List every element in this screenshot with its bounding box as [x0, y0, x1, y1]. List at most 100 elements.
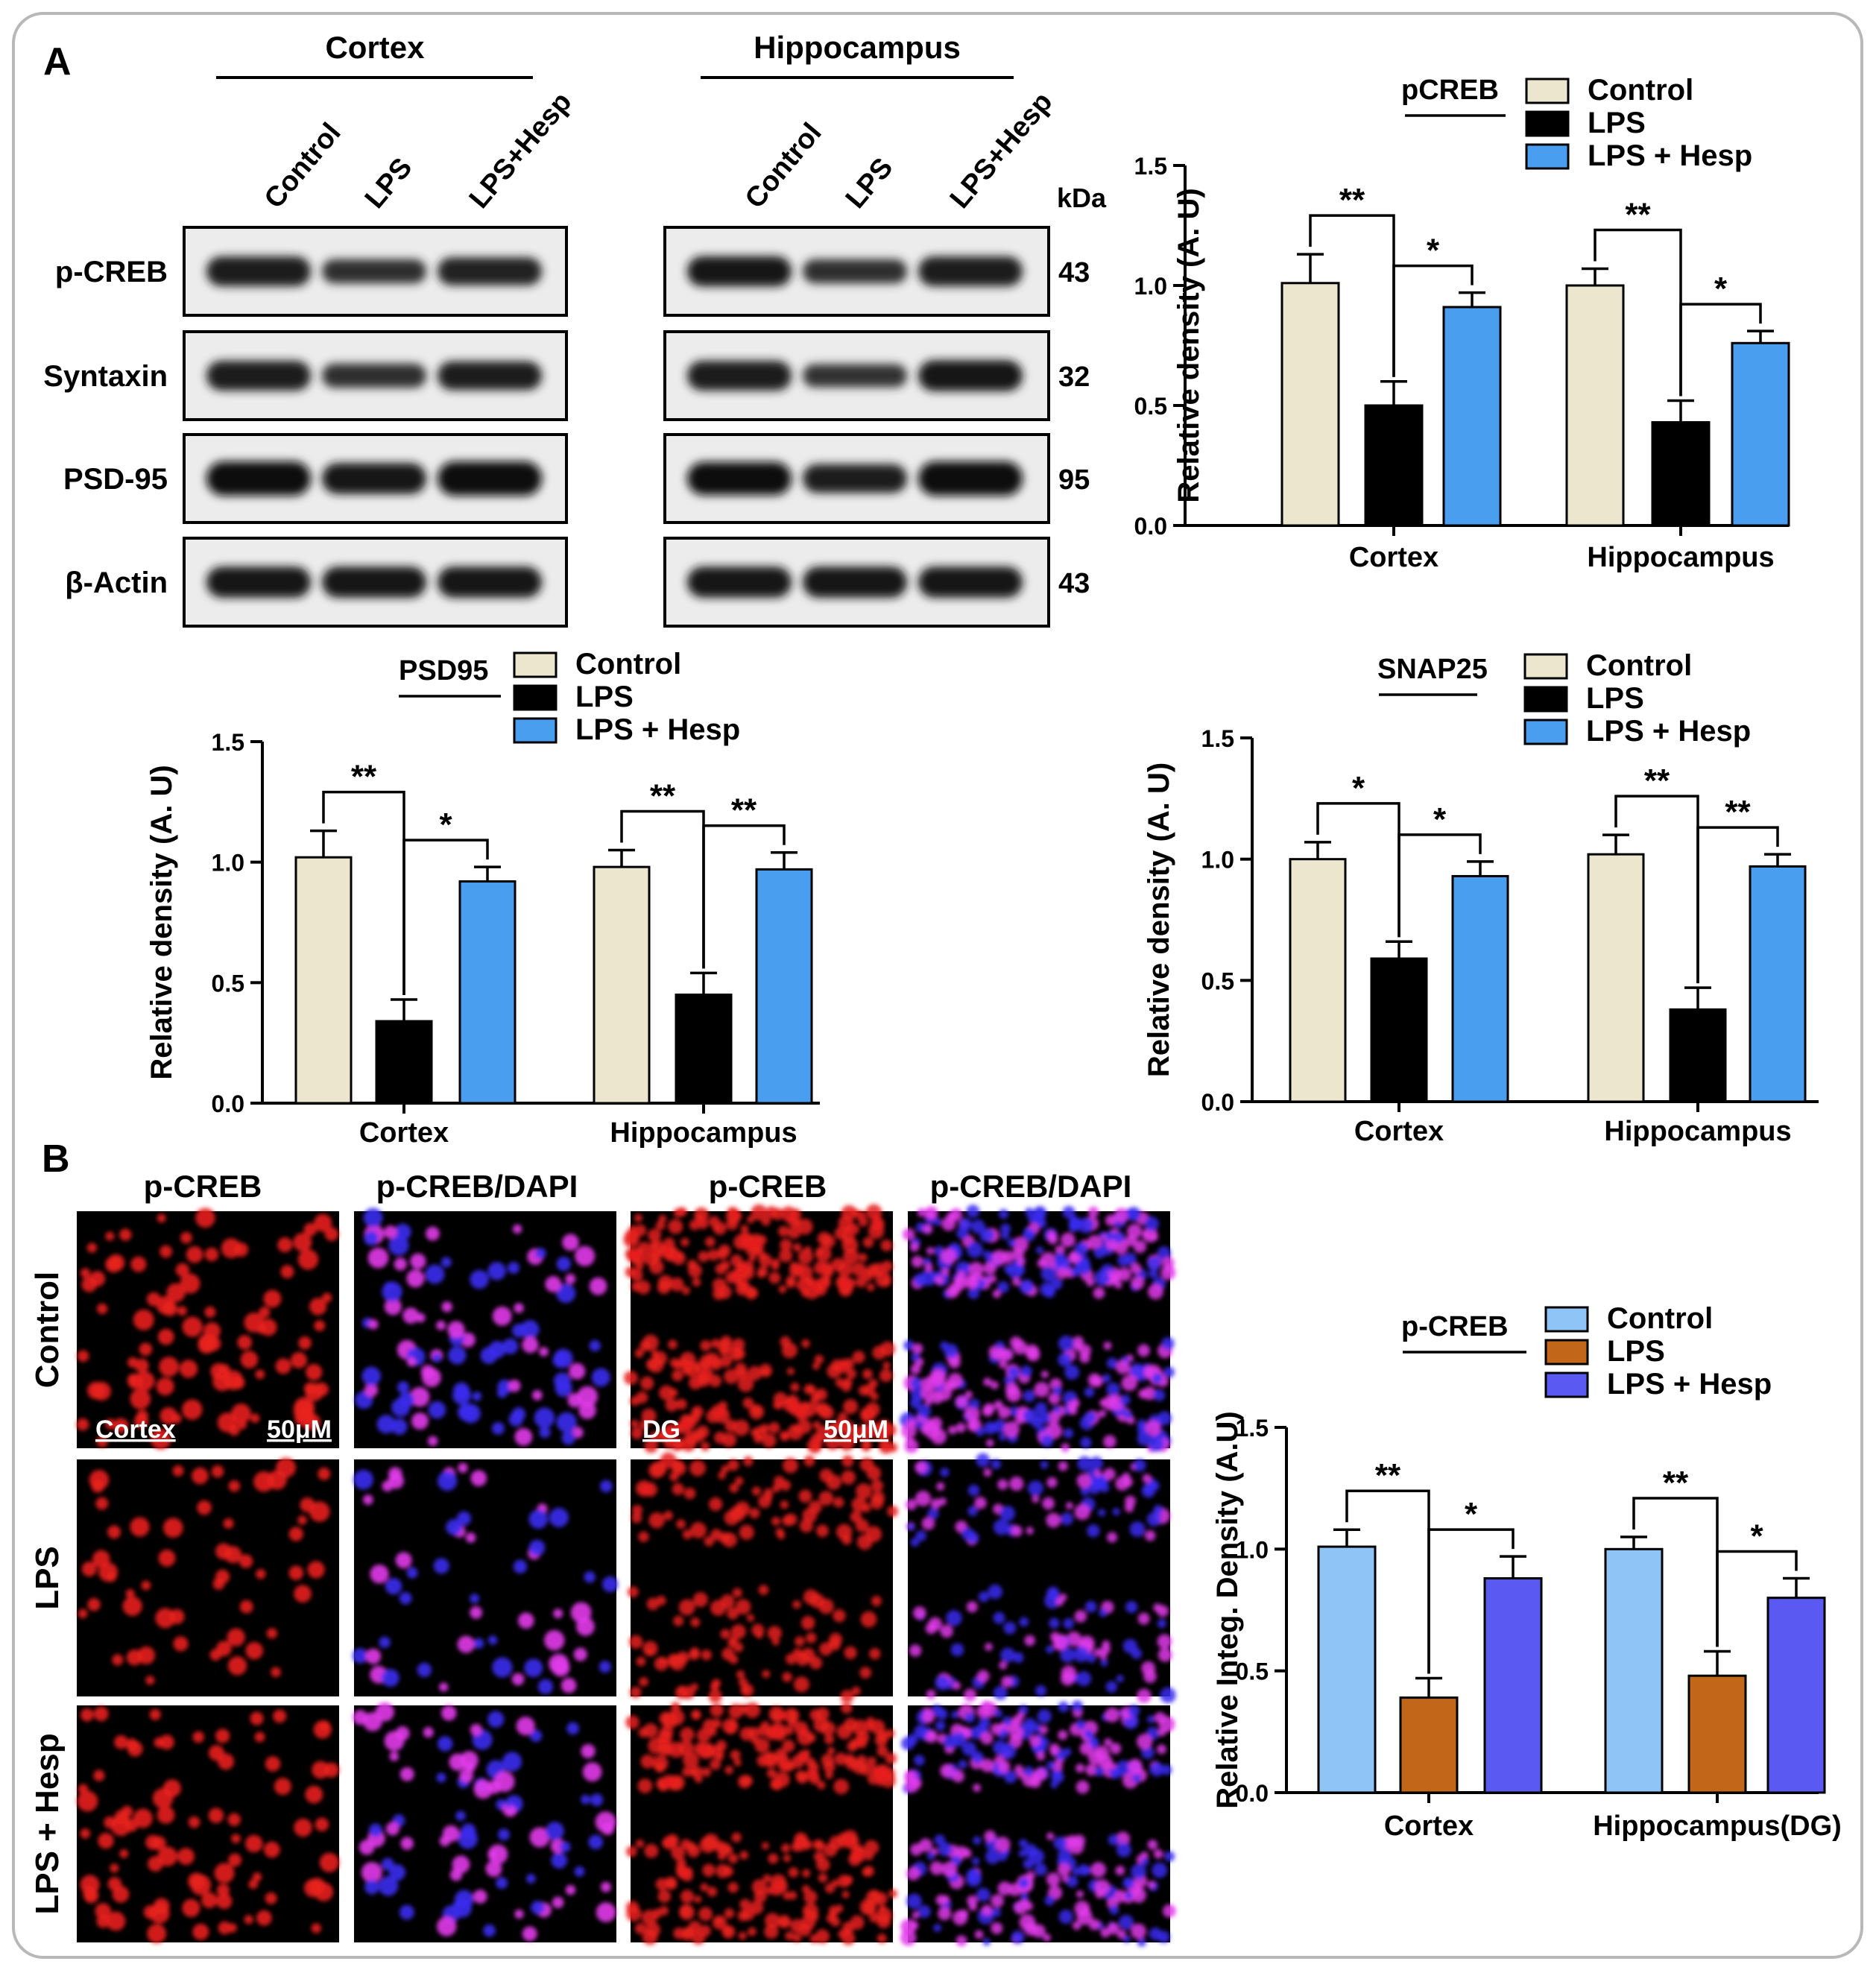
nucleus: [1060, 1512, 1073, 1526]
nucleus: [976, 1887, 991, 1902]
blot-band: [687, 256, 792, 287]
nucleus: [589, 1339, 601, 1352]
nucleus: [1050, 1278, 1063, 1290]
nucleus: [1020, 1892, 1029, 1901]
nucleus: [756, 1234, 767, 1246]
nucleus: [298, 1336, 312, 1350]
kda-value: 95: [1058, 464, 1090, 496]
y-tick-label: 0.0: [1236, 1780, 1269, 1807]
nucleus: [655, 1878, 669, 1891]
nucleus: [1071, 1398, 1080, 1408]
nucleus: [1046, 1645, 1055, 1654]
nucleus: [980, 1758, 994, 1772]
nucleus: [815, 1929, 830, 1944]
nucleus: [561, 1431, 575, 1445]
nucleus: [1157, 1619, 1166, 1629]
nucleus: [739, 1851, 749, 1860]
nucleus: [638, 1727, 648, 1738]
nucleus: [487, 1711, 505, 1728]
nucleus: [933, 1217, 942, 1226]
nucleus: [989, 1423, 998, 1432]
nucleus: [1035, 1863, 1047, 1876]
nucleus: [1026, 1871, 1035, 1881]
nucleus: [792, 1933, 802, 1942]
nucleus: [798, 1923, 812, 1936]
nucleus: [862, 1867, 871, 1877]
nucleus: [192, 1467, 209, 1485]
nucleus: [841, 1534, 852, 1545]
nucleus: [840, 1420, 856, 1436]
nucleus: [248, 1879, 259, 1890]
nucleus: [410, 1253, 426, 1269]
nucleus: [968, 1902, 977, 1911]
nucleus: [1040, 1460, 1049, 1469]
nucleus: [112, 1654, 124, 1666]
nucleus: [406, 1357, 417, 1367]
nucleus: [1026, 1527, 1034, 1535]
nucleus: [522, 1926, 537, 1942]
nucleus: [1029, 1776, 1041, 1788]
nucleus: [1076, 1259, 1092, 1275]
nucleus: [738, 1931, 747, 1940]
nucleus: [985, 1643, 993, 1651]
bar: [1483, 1577, 1543, 1794]
nucleus: [739, 1281, 751, 1292]
nucleus: [1115, 1831, 1131, 1846]
column-header: p-CREB: [709, 1169, 827, 1204]
nucleus: [321, 1292, 332, 1303]
nucleus: [388, 1467, 402, 1481]
nucleus: [999, 1506, 1015, 1521]
significance-label: **: [1375, 1457, 1401, 1494]
nucleus: [803, 1890, 818, 1904]
nucleus: [376, 1415, 396, 1434]
nucleus: [130, 1517, 150, 1537]
nucleus: [870, 1217, 885, 1232]
nucleus: [856, 1755, 867, 1766]
nucleus: [1158, 1716, 1175, 1733]
nucleus: [680, 1237, 689, 1247]
nucleus: [364, 1383, 379, 1398]
nucleus: [751, 1486, 762, 1496]
nucleus: [1043, 1933, 1051, 1942]
nucleus: [512, 1224, 522, 1234]
nucleus: [1042, 1497, 1055, 1510]
nucleus: [110, 1815, 132, 1837]
nucleus: [470, 1723, 482, 1736]
nucleus: [909, 1242, 920, 1252]
nucleus: [1137, 1937, 1146, 1947]
nucleus: [961, 1527, 974, 1541]
nucleus: [700, 1339, 712, 1351]
nucleus: [771, 1516, 781, 1527]
nucleus: [1131, 1773, 1142, 1783]
nucleus: [757, 1269, 766, 1278]
nucleus: [534, 1407, 555, 1428]
cell-cluster: [906, 1453, 1176, 1703]
nucleus: [1098, 1509, 1106, 1517]
nucleus: [954, 1276, 968, 1290]
nucleus: [1113, 1231, 1125, 1243]
nucleus: [781, 1342, 798, 1359]
nucleus: [314, 1320, 326, 1332]
nucleus: [1125, 1600, 1138, 1614]
nucleus: [786, 1761, 795, 1771]
nucleus: [397, 1381, 410, 1394]
nucleus: [237, 1335, 253, 1350]
bar: [675, 994, 733, 1105]
nucleus: [433, 1558, 449, 1574]
nucleus: [127, 1373, 140, 1386]
nucleus: [439, 1682, 449, 1692]
legend-label: Control: [1586, 649, 1692, 682]
nucleus: [870, 1392, 879, 1401]
bar: [755, 868, 813, 1105]
nucleus: [473, 1779, 493, 1799]
significance-bracket: [702, 824, 786, 969]
nucleus: [1005, 1382, 1019, 1396]
blot-band: [438, 257, 542, 285]
nucleus: [926, 1851, 935, 1860]
nucleus: [1110, 1743, 1122, 1755]
legend-swatch: [1525, 110, 1570, 137]
nucleus: [280, 1265, 294, 1279]
y-tick-label: 1.0: [1134, 273, 1167, 300]
nucleus: [589, 1277, 607, 1295]
